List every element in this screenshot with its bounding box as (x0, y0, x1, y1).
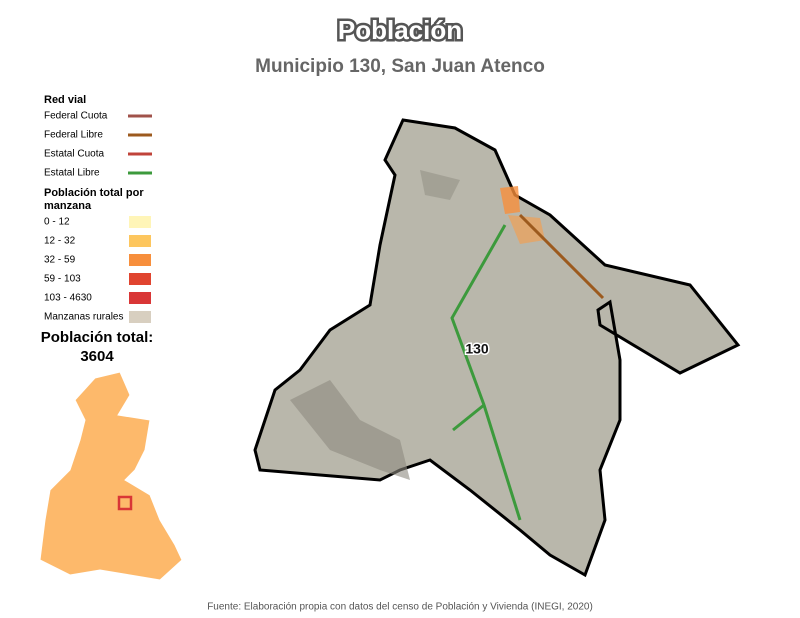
municipality-map: 130 (253, 118, 741, 578)
legend-swatch (129, 216, 151, 228)
road (518, 213, 605, 300)
title: Población (338, 15, 462, 45)
relief (420, 170, 460, 200)
total-label: Población total: (41, 329, 154, 346)
municipality-boundary (253, 118, 741, 578)
legend-label: 0 - 12 (44, 217, 70, 228)
legend-label: Manzanas rurales (44, 312, 123, 323)
legend-swatch (129, 273, 151, 285)
urban-area (508, 215, 545, 244)
legend-title: Población total por manzana (44, 187, 144, 212)
location-marker (117, 495, 133, 511)
legend-label: 103 - 4630 (44, 293, 92, 304)
road (450, 224, 522, 521)
legend-label: Estatal Cuota (44, 149, 104, 160)
legend-swatch (129, 292, 151, 304)
subtitle: Municipio 130, San Juan Atenco (255, 56, 545, 77)
legend-label: Federal Cuota (44, 111, 108, 122)
state-shape (39, 371, 183, 581)
legend-swatch (129, 311, 151, 323)
legend-label: 32 - 59 (44, 255, 76, 266)
road (452, 403, 485, 432)
legend-label: Federal Libre (44, 130, 103, 141)
source: Fuente: Elaboración propia con datos del… (207, 602, 593, 613)
municipality-label: 130 (465, 341, 489, 357)
relief (290, 380, 410, 480)
legend-label: Estatal Libre (44, 168, 100, 179)
legend-title: Red vial (44, 94, 86, 106)
total-value: 3604 (80, 348, 114, 365)
legend-label: 59 - 103 (44, 274, 81, 285)
urban-area (500, 186, 520, 214)
legend: Red vial Población total por manzana Fede… (44, 94, 152, 323)
state-locator (39, 371, 183, 581)
legend-swatch (129, 235, 151, 247)
legend-label: 12 - 32 (44, 236, 76, 247)
legend-swatch (129, 254, 151, 266)
